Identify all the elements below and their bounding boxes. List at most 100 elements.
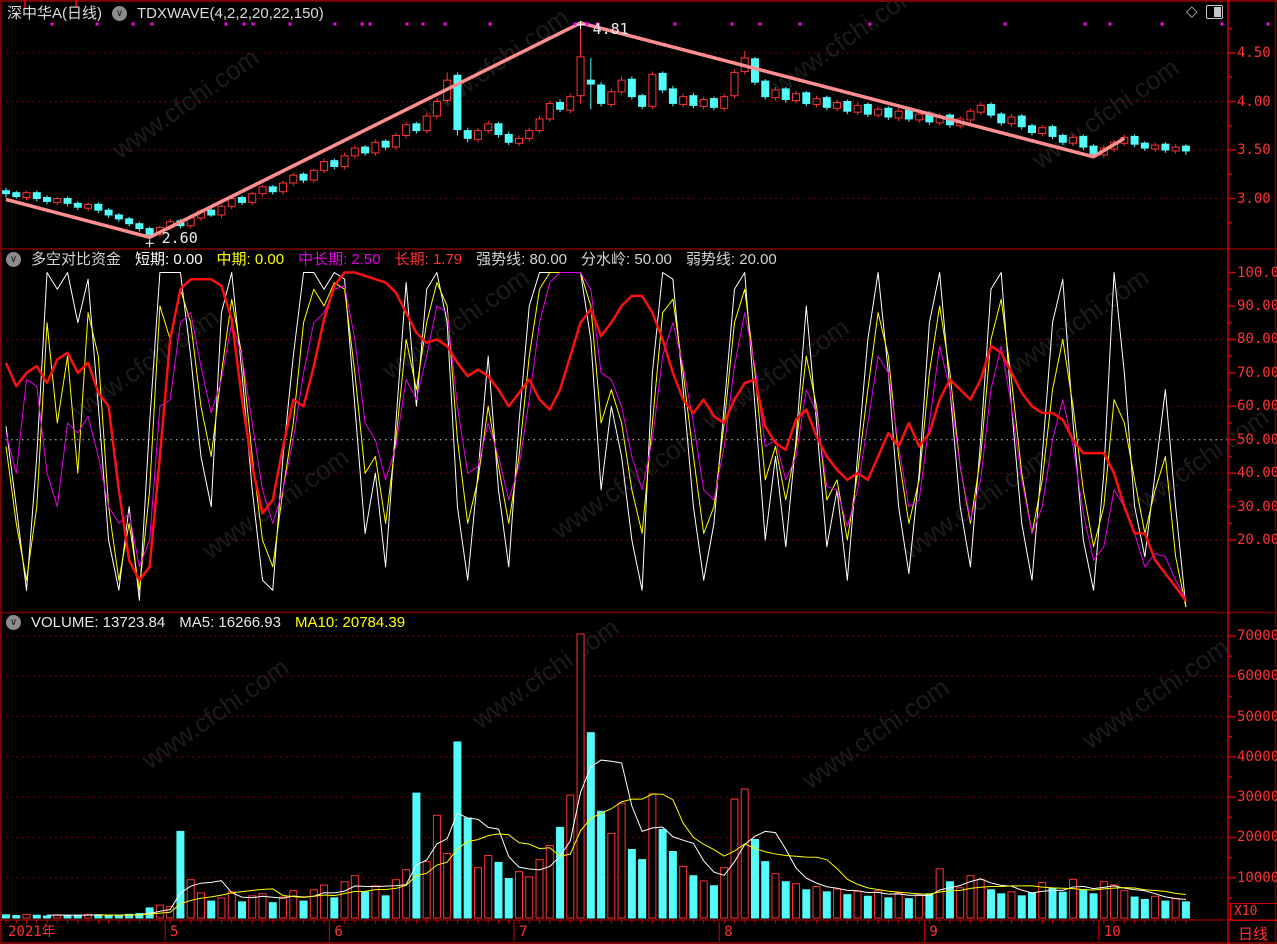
- volume-bar[interactable]: [12, 915, 21, 919]
- volume-bar[interactable]: [196, 892, 205, 919]
- candle[interactable]: [997, 113, 1006, 124]
- candle[interactable]: [556, 101, 565, 110]
- volume-bar[interactable]: [976, 879, 985, 919]
- volume-bar[interactable]: [504, 878, 513, 919]
- candle[interactable]: [504, 133, 513, 143]
- volume-bar[interactable]: [945, 881, 954, 919]
- price-indicator-title[interactable]: TDXWAVE(4,2,2,20,22,150): [137, 5, 324, 22]
- candle[interactable]: [73, 202, 82, 208]
- volume-bar[interactable]: [1069, 878, 1078, 919]
- volume-bar[interactable]: [217, 897, 226, 919]
- volume-bar[interactable]: [1110, 884, 1119, 919]
- volume-bar[interactable]: [740, 788, 749, 919]
- indicator-chart-area[interactable]: [0, 271, 1228, 612]
- candle[interactable]: [761, 80, 770, 98]
- candle[interactable]: [330, 160, 339, 167]
- candle[interactable]: [781, 88, 790, 101]
- candle[interactable]: [1161, 143, 1170, 151]
- volume-bar[interactable]: [515, 871, 523, 919]
- candle[interactable]: [217, 205, 226, 216]
- volume-bar[interactable]: [1140, 898, 1149, 919]
- volume-bar[interactable]: [894, 892, 903, 919]
- volume-bar[interactable]: [473, 867, 482, 919]
- candle[interactable]: [1069, 136, 1078, 144]
- price-chart-area[interactable]: [0, 10, 1228, 248]
- volume-bar[interactable]: [484, 855, 493, 919]
- volume-bar[interactable]: [186, 879, 195, 919]
- candle[interactable]: [1089, 145, 1098, 155]
- candle[interactable]: [535, 118, 544, 132]
- collapse-indicator-panel-button[interactable]: ∨: [6, 252, 21, 267]
- candle[interactable]: [720, 96, 729, 109]
- volume-bar[interactable]: [1099, 881, 1108, 919]
- candle[interactable]: [1007, 116, 1016, 125]
- volume-bar[interactable]: [904, 898, 913, 919]
- volume-bar[interactable]: [114, 915, 123, 919]
- volume-bar[interactable]: [1038, 882, 1047, 919]
- volume-bar[interactable]: [689, 875, 698, 919]
- volume-bar[interactable]: [371, 885, 380, 919]
- candle[interactable]: [453, 74, 462, 131]
- candle[interactable]: [576, 56, 585, 97]
- volume-bar[interactable]: [966, 875, 975, 919]
- candle[interactable]: [699, 99, 708, 107]
- split-window-icon[interactable]: [1205, 4, 1223, 19]
- candle[interactable]: [432, 101, 441, 117]
- volume-bar[interactable]: [545, 844, 554, 919]
- volume-bar[interactable]: [658, 828, 667, 919]
- volume-bar[interactable]: [402, 869, 411, 919]
- candle[interactable]: [422, 115, 431, 132]
- candle[interactable]: [915, 113, 924, 121]
- candle[interactable]: [268, 186, 277, 193]
- candle[interactable]: [320, 161, 329, 171]
- candle[interactable]: [515, 137, 523, 144]
- volume-bar[interactable]: [586, 732, 595, 919]
- volume-bar[interactable]: [1017, 895, 1026, 919]
- volume-bar[interactable]: [802, 889, 811, 919]
- volume-bar[interactable]: [597, 810, 606, 919]
- candle[interactable]: [679, 96, 688, 105]
- volume-bar[interactable]: [432, 814, 441, 919]
- candle[interactable]: [1079, 135, 1088, 148]
- volume-bar[interactable]: [638, 859, 647, 919]
- volume-bar[interactable]: [935, 868, 944, 919]
- indicator-name[interactable]: 多空对比资金: [31, 251, 122, 268]
- candle[interactable]: [53, 198, 62, 203]
- candle[interactable]: [104, 209, 113, 216]
- volume-bar[interactable]: [1130, 896, 1139, 919]
- candle[interactable]: [279, 182, 288, 193]
- volume-bar[interactable]: [576, 633, 585, 919]
- volume-bar[interactable]: [176, 830, 185, 919]
- candle[interactable]: [884, 107, 893, 118]
- volume-bar[interactable]: [248, 895, 257, 919]
- volume-bar[interactable]: [874, 890, 883, 919]
- volume-bar[interactable]: [422, 861, 431, 919]
- candle[interactable]: [627, 78, 636, 98]
- volume-bar[interactable]: [453, 741, 462, 919]
- candle[interactable]: [843, 101, 852, 112]
- candle[interactable]: [1140, 142, 1149, 149]
- candle[interactable]: [1171, 146, 1180, 152]
- candle[interactable]: [822, 97, 831, 108]
- candle[interactable]: [597, 84, 606, 104]
- candle[interactable]: [545, 102, 554, 120]
- volume-bar[interactable]: [84, 913, 93, 919]
- candle[interactable]: [1048, 126, 1057, 137]
- collapse-price-panel-button[interactable]: ∨: [112, 6, 127, 21]
- candle[interactable]: [1181, 145, 1190, 152]
- volume-chart-area[interactable]: [0, 636, 1228, 918]
- volume-bar[interactable]: [320, 884, 329, 919]
- candle[interactable]: [494, 123, 503, 135]
- volume-bar[interactable]: [792, 883, 801, 919]
- volume-bar[interactable]: [761, 861, 770, 919]
- candle[interactable]: [63, 198, 72, 204]
- candle[interactable]: [289, 174, 298, 184]
- volume-bar[interactable]: [279, 896, 288, 919]
- volume-bar[interactable]: [1007, 891, 1016, 919]
- candle[interactable]: [309, 169, 318, 181]
- candle[interactable]: [484, 123, 493, 132]
- candle[interactable]: [391, 134, 400, 148]
- candle[interactable]: [12, 192, 21, 198]
- volume-bar[interactable]: [22, 913, 31, 919]
